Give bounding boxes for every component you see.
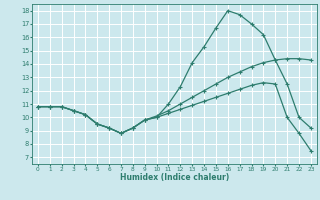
X-axis label: Humidex (Indice chaleur): Humidex (Indice chaleur) bbox=[120, 173, 229, 182]
